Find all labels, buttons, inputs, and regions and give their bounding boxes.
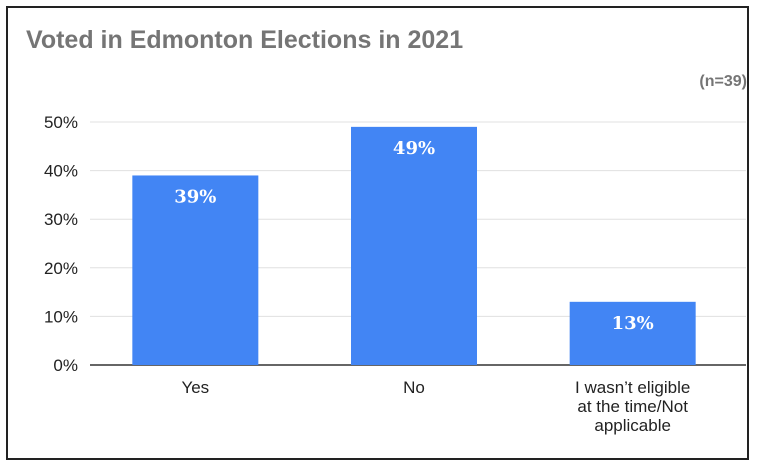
data-label: 49% bbox=[393, 138, 435, 159]
data-label: 13% bbox=[612, 313, 654, 334]
y-tick-label: 40% bbox=[44, 162, 78, 181]
y-tick-label: 50% bbox=[44, 113, 78, 132]
x-tick-label: No bbox=[403, 378, 425, 397]
bar bbox=[351, 126, 477, 365]
chart-title: Voted in Edmonton Elections in 2021 bbox=[26, 26, 464, 54]
bar bbox=[569, 301, 696, 365]
y-tick-label: 30% bbox=[44, 210, 78, 229]
bar bbox=[132, 175, 259, 365]
x-tick-label: applicable bbox=[594, 416, 671, 435]
x-tick-label: I wasn’t eligible bbox=[575, 378, 690, 397]
y-tick-label: 20% bbox=[44, 259, 78, 278]
x-tick-label: Yes bbox=[181, 378, 209, 397]
chart-subtitle: (n=39) bbox=[699, 73, 747, 90]
x-tick-label: at the time/Not bbox=[577, 397, 688, 416]
y-tick-label: 0% bbox=[53, 356, 78, 375]
y-tick-label: 10% bbox=[44, 307, 78, 326]
data-label: 39% bbox=[174, 186, 216, 207]
